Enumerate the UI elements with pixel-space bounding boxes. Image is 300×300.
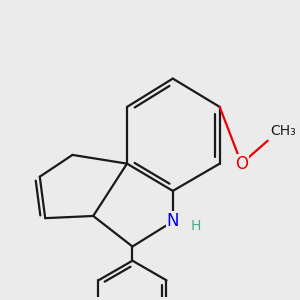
Text: N: N [167, 212, 179, 230]
Text: H: H [191, 218, 201, 233]
Text: CH₃: CH₃ [270, 124, 296, 138]
Text: O: O [235, 154, 248, 172]
